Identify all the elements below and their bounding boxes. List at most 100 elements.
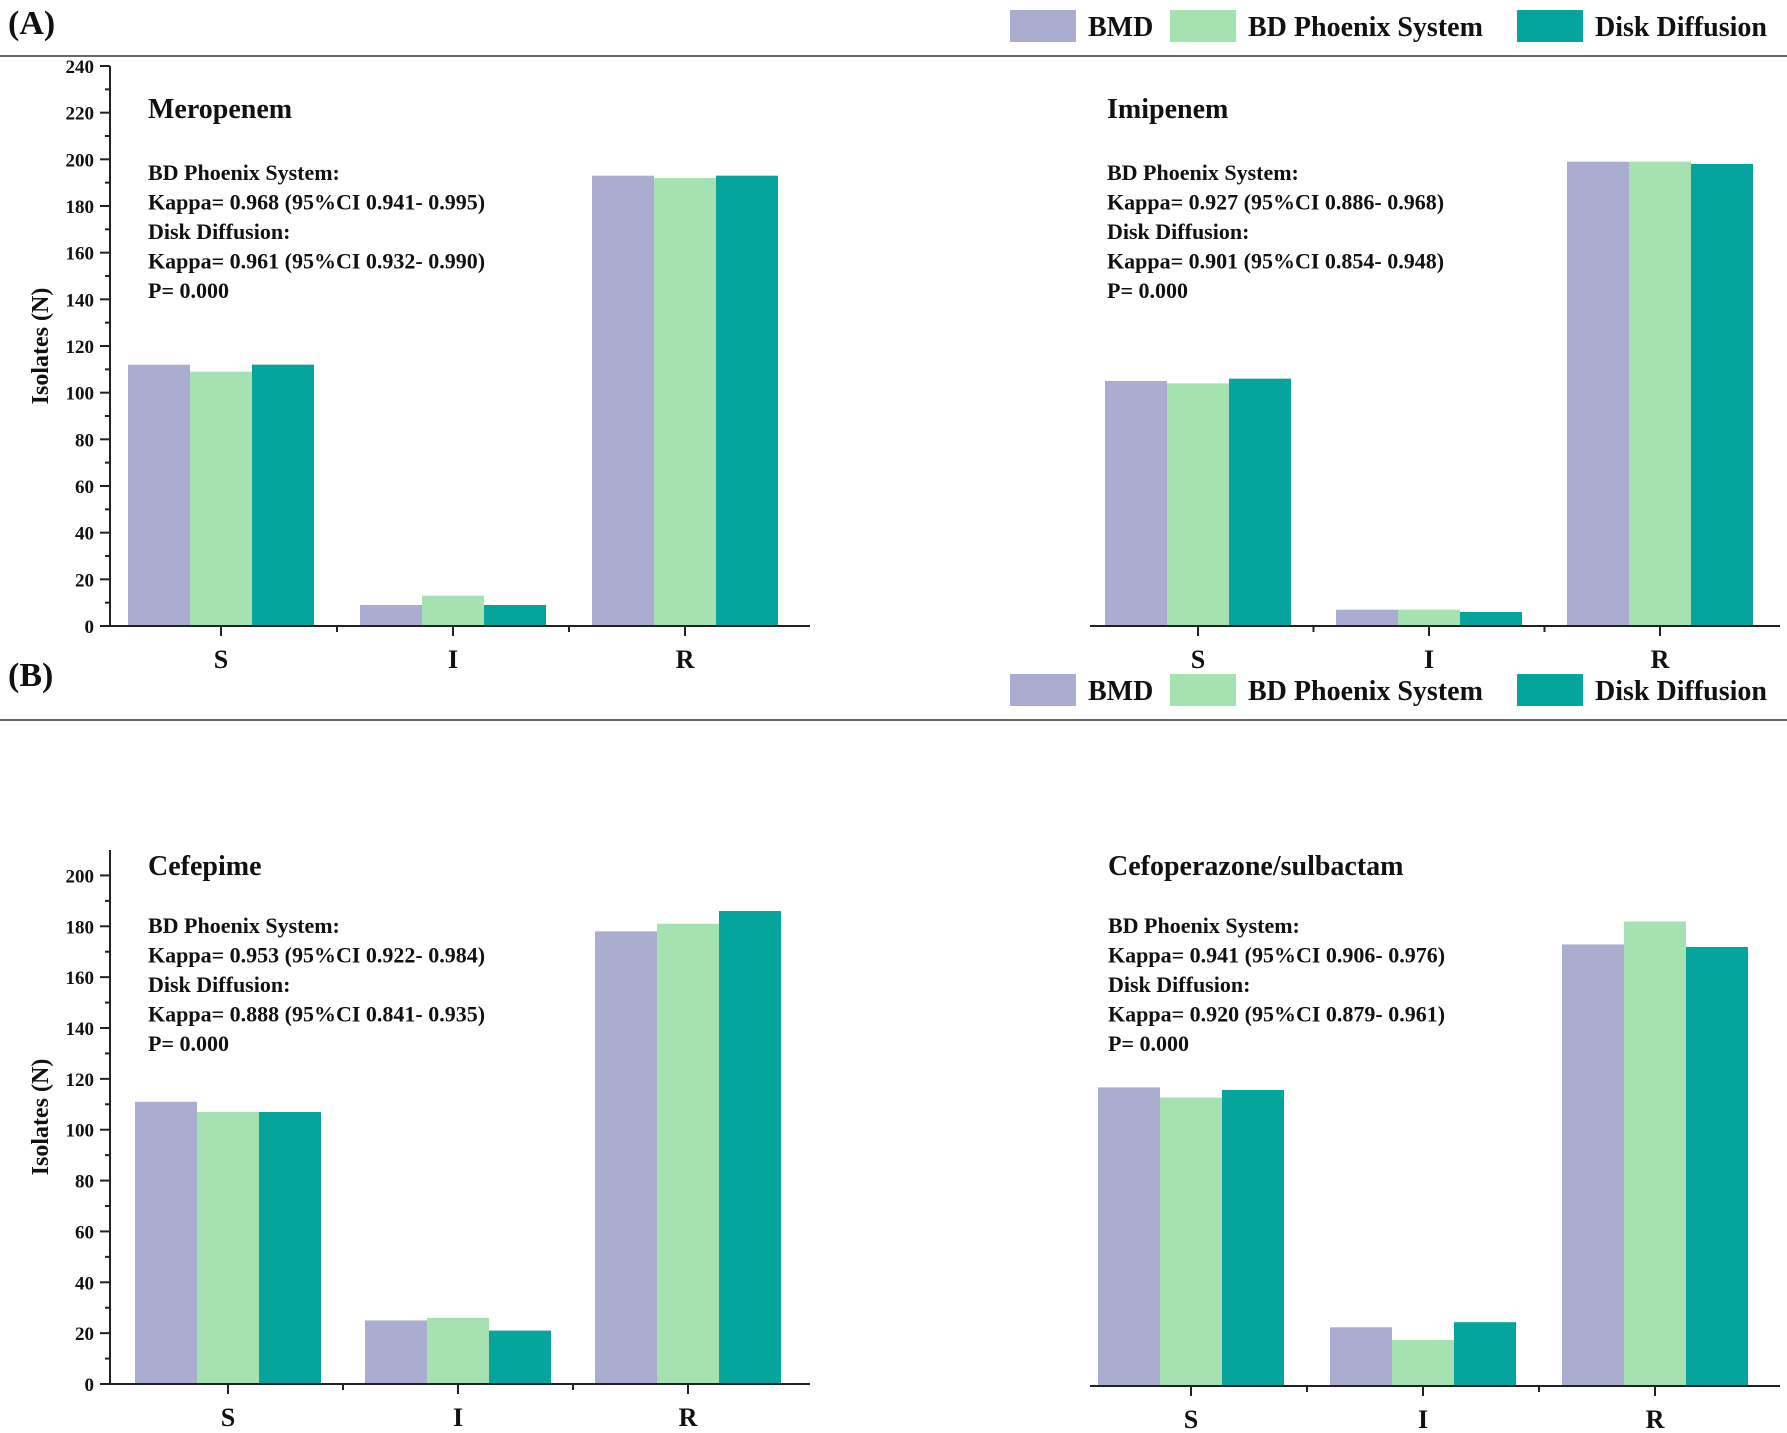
bar-i-bd-phoenix-system [422,595,484,626]
bar-r-bd-phoenix-system [654,178,716,626]
y-tick-label: 180 [66,917,95,938]
chart-imipenem: S I R Imipenem BD Phoenix System: Kappa= 0.92… [1090,94,1780,674]
bar-s-bd-phoenix-system [1160,1097,1222,1386]
annotation-line: Kappa= 0.953 (95%CI 0.922- 0.984) [148,943,485,968]
category-label: I [448,645,458,674]
y-tick-label: 60 [75,1222,94,1243]
category-label: R [1646,1405,1665,1433]
annotation-line: BD Phoenix System: [1108,913,1300,938]
annotation-line: Kappa= 0.968 (95%CI 0.941- 0.995) [148,190,485,215]
bar-r-disk-diffusion [719,911,781,1384]
bar-s-disk-diffusion [1222,1089,1284,1386]
bar-i-bmd [1336,609,1398,626]
bar-i-bd-phoenix-system [427,1317,489,1384]
category-label: S [1184,1405,1198,1433]
category-label: R [679,1403,698,1432]
y-tick-label: 100 [66,1121,95,1142]
annotation-line: Disk Diffusion: [148,972,290,997]
bar-s-bmd [135,1101,197,1384]
y-tick-label: 40 [75,1273,94,1294]
annotation-line: P= 0.000 [1108,1031,1189,1056]
category-label: S [1191,645,1205,674]
annotation-line: Kappa= 0.888 (95%CI 0.841- 0.935) [148,1002,485,1027]
bar-i-disk-diffusion [489,1330,551,1384]
chart-meropenem: S I R 0 20 40 60 80 100 120 140 160 180 200 220 240 Isol… [28,57,810,674]
y-tick-label: 200 [66,150,95,171]
y-tick-label: 160 [66,968,95,989]
y-tick-label: 240 [66,57,95,78]
legend-label: BD Phoenix System [1248,12,1483,43]
chart-title: Cefepime [148,851,262,882]
bar-r-disk-diffusion [1686,946,1748,1386]
category-label: I [453,1403,463,1432]
chart-title: Meropenem [148,94,292,125]
annotation-line: Kappa= 0.941 (95%CI 0.906- 0.976) [1108,943,1445,968]
legend-swatch [1010,674,1076,706]
annotation-line: BD Phoenix System: [148,160,340,185]
y-tick-label: 0 [85,1375,95,1396]
y-tick-label: 200 [66,866,95,887]
bar-r-disk-diffusion [1691,164,1753,626]
annotation-line: Disk Diffusion: [148,219,290,244]
annotation-line: P= 0.000 [1107,278,1188,303]
y-tick-label: 80 [75,430,94,451]
y-tick-label: 180 [66,197,95,218]
legend-swatch [1517,674,1583,706]
bar-r-bmd [1562,944,1624,1386]
category-label: S [221,1403,235,1432]
legend: BMD BD Phoenix System Disk Diffusion [1010,10,1767,43]
annotation-line: Kappa= 0.927 (95%CI 0.886- 0.968) [1107,190,1444,215]
annotation-line: BD Phoenix System: [1107,160,1299,185]
legend-label: BMD [1088,676,1153,707]
category-label: I [1424,645,1434,674]
bar-r-bd-phoenix-system [657,923,719,1384]
bar-i-bd-phoenix-system [1398,609,1460,626]
y-tick-label: 0 [85,617,95,638]
annotation-line: P= 0.000 [148,1031,229,1056]
annotation-line: BD Phoenix System: [148,913,340,938]
bar-s-disk-diffusion [1229,378,1291,626]
bar-r-disk-diffusion [716,175,778,626]
legend-label: Disk Diffusion [1595,676,1767,707]
legend-label: Disk Diffusion [1595,12,1767,43]
bar-s-bmd [128,364,190,626]
bar-i-disk-diffusion [484,605,546,626]
bar-i-bmd [360,605,422,626]
bar-s-disk-diffusion [259,1111,321,1384]
bar-r-bd-phoenix-system [1624,921,1686,1386]
y-tick-label: 120 [66,337,95,358]
bar-r-bmd [1567,161,1629,626]
bar-r-bd-phoenix-system [1629,161,1691,626]
annotation-line: Disk Diffusion: [1107,219,1249,244]
bar-i-bmd [365,1320,427,1384]
bar-r-bmd [595,931,657,1384]
annotation-line: Kappa= 0.961 (95%CI 0.932- 0.990) [148,249,485,274]
bar-s-bmd [1105,381,1167,626]
bar-s-disk-diffusion [252,364,314,626]
y-tick-label: 220 [66,104,95,125]
y-tick-label: 20 [75,570,94,591]
panel-label: (B) [8,657,53,694]
y-tick-label: 100 [66,384,95,405]
chart-title: Imipenem [1107,94,1228,125]
legend-swatch [1170,674,1236,706]
annotation-line: Disk Diffusion: [1108,972,1250,997]
y-axis-label: Isolates (N) [28,288,54,405]
annotation-line: P= 0.000 [148,278,229,303]
bar-i-disk-diffusion [1460,612,1522,626]
y-tick-label: 140 [66,290,95,311]
annotation-line: Kappa= 0.901 (95%CI 0.854- 0.948) [1107,249,1444,274]
panel-label: (A) [8,5,55,42]
bar-s-bd-phoenix-system [1167,383,1229,626]
legend-label: BD Phoenix System [1248,676,1483,707]
bar-s-bd-phoenix-system [190,371,252,626]
category-label: S [214,645,228,674]
y-axis-label: Isolates (N) [28,1059,54,1176]
y-tick-label: 160 [66,244,95,265]
chart-cefepime: S I R 0 20 40 60 80 100 120 140 160 180 200 Isolates (… [28,850,810,1432]
bar-s-bmd [1098,1087,1160,1386]
y-tick-label: 120 [66,1070,95,1091]
legend-swatch [1010,10,1076,42]
legend-swatch [1170,10,1236,42]
annotation-line: Kappa= 0.920 (95%CI 0.879- 0.961) [1108,1002,1445,1027]
